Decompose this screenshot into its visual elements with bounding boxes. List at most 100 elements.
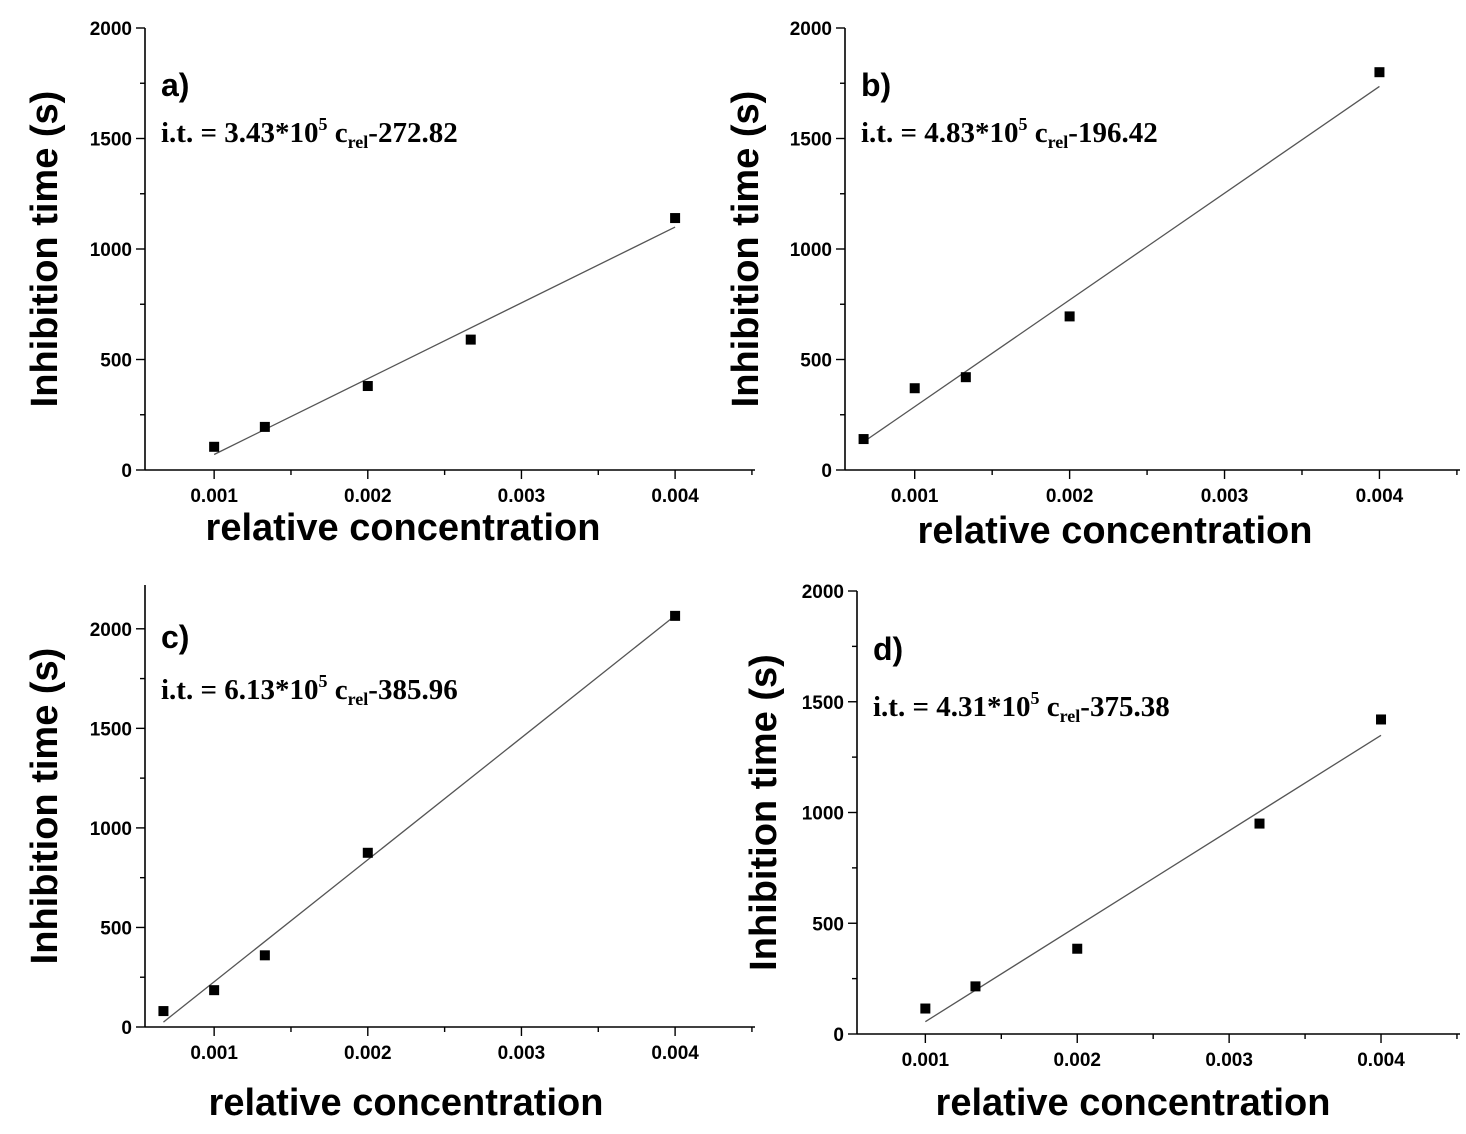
equation-var: c <box>1028 117 1048 149</box>
y-tick-label: 500 <box>800 351 832 372</box>
data-point <box>259 421 270 432</box>
x-tick-label: 0.004 <box>651 486 699 507</box>
chart-panel-c: 0 500 1000 1500 2000 0.001 0.002 0.003 0.004 rela… <box>24 585 755 1124</box>
data-point <box>670 610 681 621</box>
y-tick-label: 500 <box>100 351 132 372</box>
equation-suffix: -375.38 <box>1080 691 1169 723</box>
fit-equation: i.t. = 4.83*105 crel-196.42 <box>861 114 1158 152</box>
panel-label: b) <box>861 67 891 103</box>
equation-sub: rel <box>1060 706 1081 726</box>
y-tick-label: 2000 <box>802 582 844 603</box>
equation-sub: rel <box>1048 132 1069 152</box>
x-tick-label: 0.001 <box>190 1043 238 1064</box>
x-tick-label: 0.003 <box>498 486 546 507</box>
equation-sub: rel <box>348 132 369 152</box>
data-point <box>362 381 373 392</box>
data-point <box>920 1003 931 1014</box>
y-tick-label: 1000 <box>90 240 132 261</box>
y-tick-label: 500 <box>100 918 132 939</box>
data-point <box>1072 943 1083 954</box>
data-point <box>1254 818 1265 829</box>
data-point <box>259 950 270 961</box>
data-point <box>1374 67 1385 78</box>
equation-suffix: -272.82 <box>368 117 457 149</box>
x-tick-label: 0.002 <box>1046 486 1094 507</box>
data-point <box>858 434 869 445</box>
y-tick-label: 2000 <box>90 19 132 40</box>
equation-var: c <box>1040 691 1060 723</box>
y-tick-label: 0 <box>821 461 832 482</box>
x-tick-label: 0.002 <box>1053 1050 1101 1071</box>
equation-sup: 5 <box>319 114 328 134</box>
equation-sup: 5 <box>1019 114 1028 134</box>
equation-sup: 5 <box>1031 688 1040 708</box>
x-tick-label: 0.004 <box>651 1043 699 1064</box>
data-point <box>465 334 476 345</box>
equation-sub: rel <box>348 689 369 709</box>
y-tick-label: 1500 <box>90 719 132 740</box>
y-axis-title: Inhibition time (s) <box>743 654 785 971</box>
y-tick-label: 1500 <box>802 693 844 714</box>
x-tick-label: 0.003 <box>498 1043 546 1064</box>
x-axis-title: relative concentration <box>209 1082 604 1124</box>
chart-panel-d: 0 500 1000 1500 2000 0.001 0.002 0.003 0.004 rela… <box>743 582 1460 1124</box>
fit-equation: i.t. = 4.31*105 crel-375.38 <box>873 688 1170 726</box>
y-axis-title: Inhibition time (s) <box>24 648 66 965</box>
x-tick-label: 0.004 <box>1356 486 1404 507</box>
equation-suffix: -385.96 <box>368 674 457 706</box>
panel-label: d) <box>873 631 903 667</box>
x-tick-label: 0.001 <box>891 486 939 507</box>
y-axis-title: Inhibition time (s) <box>725 91 767 408</box>
equation-prefix: i.t. = 4.83*10 <box>861 117 1019 149</box>
panel-label: a) <box>161 67 189 103</box>
fit-equation: i.t. = 3.43*105 crel-272.82 <box>161 114 458 152</box>
y-tick-label: 1000 <box>802 804 844 825</box>
y-tick-label: 500 <box>812 914 844 935</box>
data-point <box>362 847 373 858</box>
fit-line <box>163 615 676 1023</box>
equation-prefix: i.t. = 4.31*10 <box>873 691 1031 723</box>
y-tick-label: 1500 <box>90 130 132 151</box>
x-tick-label: 0.003 <box>1205 1050 1253 1071</box>
y-tick-label: 1000 <box>790 240 832 261</box>
x-axis-title: relative concentration <box>206 507 601 549</box>
data-point <box>970 981 981 992</box>
data-point <box>1064 311 1075 322</box>
fit-line <box>213 226 676 456</box>
x-axis-title: relative concentration <box>918 510 1313 552</box>
y-tick-label: 1500 <box>790 130 832 151</box>
y-tick-label: 0 <box>121 461 132 482</box>
panel-label: c) <box>161 619 189 655</box>
x-axis-title: relative concentration <box>936 1082 1331 1124</box>
y-axis-title: Inhibition time (s) <box>24 91 66 408</box>
y-tick-label: 0 <box>833 1025 844 1046</box>
equation-sup: 5 <box>319 671 328 691</box>
equation-prefix: i.t. = 6.13*10 <box>161 674 319 706</box>
data-point <box>209 441 220 452</box>
x-tick-label: 0.003 <box>1201 486 1249 507</box>
x-tick-label: 0.004 <box>1357 1050 1405 1071</box>
x-tick-label: 0.001 <box>190 486 238 507</box>
fit-line <box>863 85 1380 443</box>
data-point <box>960 372 971 383</box>
data-point <box>670 213 681 224</box>
equation-prefix: i.t. = 3.43*10 <box>161 117 319 149</box>
data-point <box>909 383 920 394</box>
y-tick-label: 0 <box>121 1018 132 1039</box>
x-tick-label: 0.001 <box>902 1050 950 1071</box>
chart-panel-b: 0 500 1000 1500 2000 0.001 0.002 0.003 0.004 rela… <box>725 19 1460 552</box>
y-tick-label: 2000 <box>790 19 832 40</box>
x-tick-label: 0.002 <box>344 1043 392 1064</box>
equation-var: c <box>328 117 348 149</box>
y-tick-label: 2000 <box>90 620 132 641</box>
data-point <box>1376 714 1387 725</box>
fit-line <box>925 734 1382 1023</box>
equation-var: c <box>328 674 348 706</box>
x-tick-label: 0.002 <box>344 486 392 507</box>
data-point <box>158 1006 169 1017</box>
fit-equation: i.t. = 6.13*105 crel-385.96 <box>161 671 458 709</box>
equation-suffix: -196.42 <box>1068 117 1157 149</box>
data-point <box>209 985 220 996</box>
